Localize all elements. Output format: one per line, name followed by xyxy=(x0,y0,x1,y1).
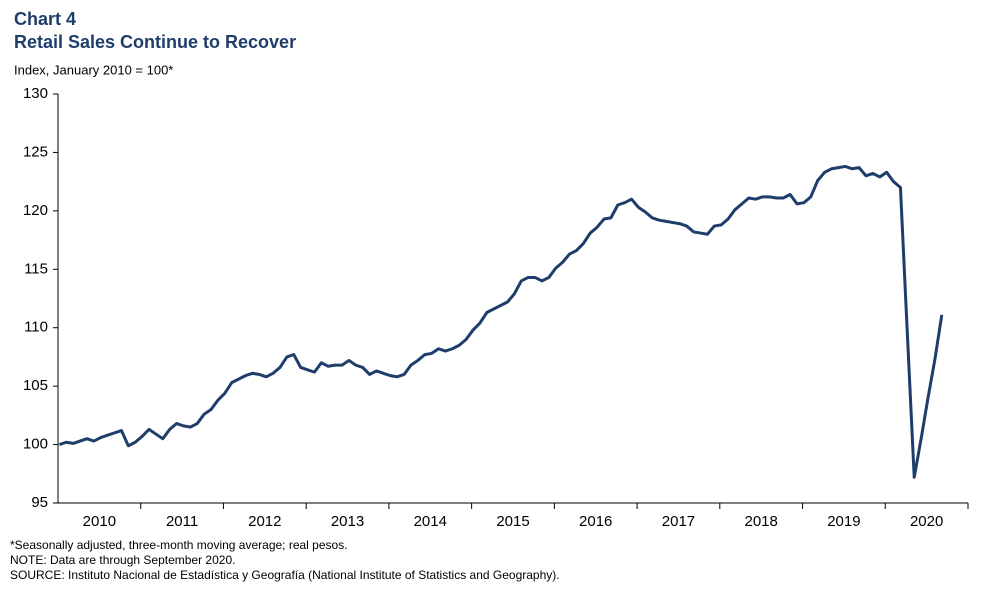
x-tick-label: 2017 xyxy=(662,513,695,530)
x-tick-label: 2014 xyxy=(414,513,447,530)
y-tick-label: 115 xyxy=(24,260,48,277)
x-tick-label: 2016 xyxy=(579,513,612,530)
note: SOURCE: Instituto Nacional de Estadístic… xyxy=(10,568,560,582)
y-tick-label: 110 xyxy=(24,319,48,336)
x-tick-label: 2020 xyxy=(910,513,943,530)
x-tick-label: 2012 xyxy=(248,513,281,530)
x-tick-label: 2011 xyxy=(166,513,198,530)
chart-number: Chart 4 xyxy=(14,9,76,29)
line-series xyxy=(58,164,944,479)
x-tick-label: 2013 xyxy=(331,513,364,530)
y-tick-label: 125 xyxy=(23,143,48,160)
y-tick-label: 100 xyxy=(23,436,48,453)
note: NOTE: Data are through September 2020. xyxy=(10,553,235,567)
x-tick-label: 2015 xyxy=(496,513,529,530)
note: *Seasonally adjusted, three-month moving… xyxy=(10,538,348,552)
x-tick-label: 2018 xyxy=(744,513,777,530)
y-axis-label: Index, January 2010 = 100* xyxy=(14,62,173,77)
x-tick-label: 2019 xyxy=(827,513,860,530)
y-tick-label: 130 xyxy=(23,85,48,102)
chart-title: Retail Sales Continue to Recover xyxy=(14,32,296,52)
y-tick-label: 95 xyxy=(31,494,48,511)
y-tick-label: 105 xyxy=(23,377,48,394)
x-tick-label: 2010 xyxy=(83,513,116,530)
y-tick-label: 120 xyxy=(23,202,48,219)
